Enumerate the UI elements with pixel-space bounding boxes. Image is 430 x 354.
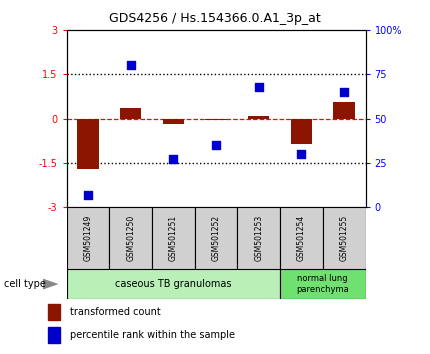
Text: GSM501255: GSM501255	[340, 215, 349, 261]
Text: cell type: cell type	[4, 279, 46, 289]
Polygon shape	[43, 279, 58, 290]
Point	[85, 192, 92, 198]
Point	[170, 156, 177, 162]
Text: caseous TB granulomas: caseous TB granulomas	[115, 279, 232, 289]
Bar	[195, 207, 237, 269]
Text: GSM501249: GSM501249	[83, 215, 92, 261]
Point	[255, 84, 262, 90]
Bar	[334, 102, 355, 119]
Bar	[67, 207, 109, 269]
Bar	[77, 119, 98, 169]
Bar	[48, 304, 60, 320]
Point	[341, 89, 347, 95]
Text: GSM501250: GSM501250	[126, 215, 135, 261]
Point	[127, 63, 134, 68]
Text: GSM501252: GSM501252	[212, 215, 221, 261]
Text: GSM501253: GSM501253	[254, 215, 263, 261]
Bar	[67, 269, 280, 299]
Bar	[152, 207, 195, 269]
Bar	[163, 119, 184, 125]
Bar	[237, 207, 280, 269]
Bar	[109, 207, 152, 269]
Bar	[248, 116, 270, 119]
Text: GSM501251: GSM501251	[169, 215, 178, 261]
Bar	[280, 207, 323, 269]
Text: GDS4256 / Hs.154366.0.A1_3p_at: GDS4256 / Hs.154366.0.A1_3p_at	[109, 12, 321, 25]
Point	[298, 151, 305, 157]
Bar	[280, 269, 366, 299]
Bar	[291, 119, 312, 144]
Text: transformed count: transformed count	[70, 307, 160, 318]
Bar	[323, 207, 366, 269]
Text: GSM501254: GSM501254	[297, 215, 306, 261]
Bar	[48, 327, 60, 343]
Text: normal lung
parenchyma: normal lung parenchyma	[296, 274, 349, 294]
Point	[212, 142, 219, 148]
Text: percentile rank within the sample: percentile rank within the sample	[70, 330, 235, 341]
Bar	[120, 108, 141, 119]
Bar	[206, 119, 227, 120]
